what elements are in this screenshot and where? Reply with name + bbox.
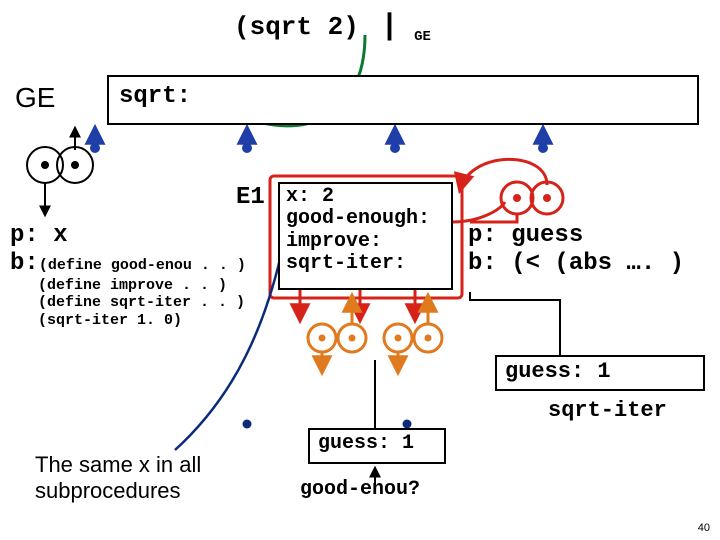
note: The same x in all subprocedures [35,452,201,505]
e1-line-3: sqrt-iter: [286,253,445,275]
left-code-1: (define sqrt-iter . . ) [38,294,246,311]
guess-upper-text: guess: 1 [505,359,611,384]
e1-frame: x: 2 good-enough: improve: sqrt-iter: [278,182,453,290]
left-block: p: x b:(define good-enou . . ) (define i… [10,222,246,329]
e1-line-1: good-enough: [286,208,445,230]
note-line1: The same x in all [35,452,201,478]
e1-line-2: improve: [286,231,445,253]
right-b: b: (< (abs …. ) [468,250,684,278]
left-code-2: (sqrt-iter 1. 0) [38,312,246,329]
header-ge-sub: GE [414,29,431,45]
left-b-code: (define good-enou . . ) [39,257,246,274]
e1-line-0: x: 2 [286,186,445,208]
right-p: p: guess [468,222,684,250]
good-enou-label: good-enou? [300,478,420,501]
left-b-prefix: b: [10,250,39,277]
right-block: p: guess b: (< (abs …. ) [468,222,684,277]
ge-label: GE [15,82,55,114]
left-code-0: (define improve . . ) [38,277,246,294]
call-text: (sqrt 2) [234,12,359,42]
note-line2: subprocedures [35,478,201,504]
header-bar: | [380,10,398,44]
e1-label: E1 [236,184,265,211]
ge-frame: sqrt: [107,75,699,125]
guess-box-upper: guess: 1 [495,355,705,391]
slide-number: 40 [698,522,710,534]
header-call: (sqrt 2) | GE [234,10,431,45]
guess-box-lower: guess: 1 [308,428,446,464]
sqrt-iter-label: sqrt-iter [548,398,667,423]
ge-frame-text: sqrt: [119,83,191,110]
left-p: p: x [10,222,246,250]
guess-lower-text: guess: 1 [318,432,414,455]
